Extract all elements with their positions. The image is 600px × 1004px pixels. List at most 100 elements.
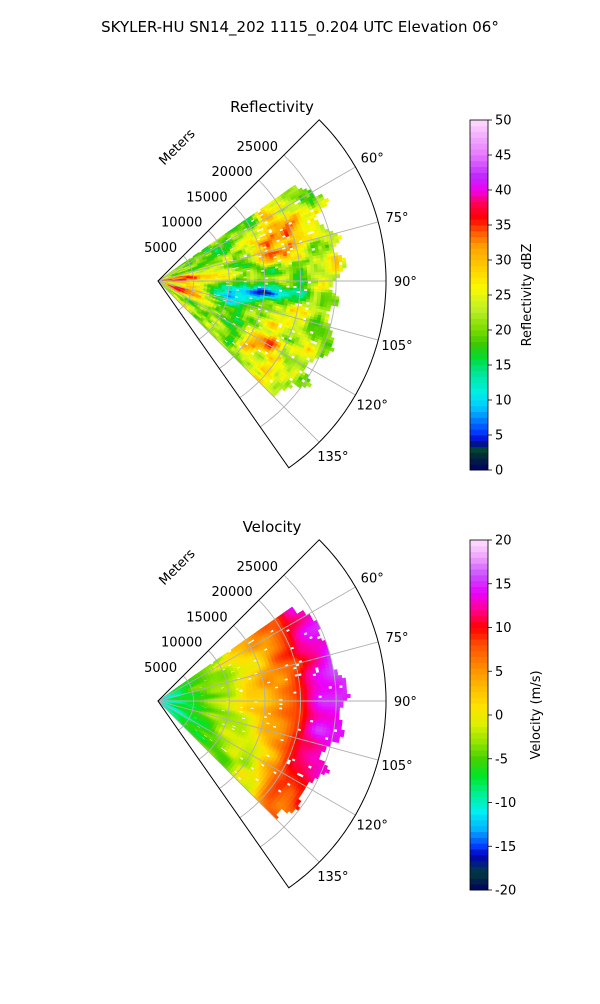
colorbar-segment xyxy=(470,878,488,884)
colorbar-segment xyxy=(470,803,488,809)
colorbar-segment xyxy=(470,254,488,260)
azimuth-tick-label: 120° xyxy=(357,819,388,834)
colorbar-segment xyxy=(470,394,488,400)
colorbar-segment xyxy=(470,248,488,254)
colorbar-segment xyxy=(470,820,488,826)
velocity-sector: 50001000015000200002500060°75°90°105°120… xyxy=(144,540,417,888)
colorbar-segment xyxy=(470,272,488,278)
colorbar-segment xyxy=(470,377,488,383)
colorbar-segment xyxy=(470,307,488,313)
reflectivity-title: Reflectivity xyxy=(230,98,314,116)
colorbar-segment xyxy=(470,208,488,214)
colorbar-segment xyxy=(470,762,488,768)
colorbar-segment xyxy=(470,773,488,779)
colorbar-segment xyxy=(470,418,488,424)
colorbar-segment xyxy=(470,260,488,266)
colorbar-tick-label: 10 xyxy=(495,621,512,636)
colorbar-tick-label: 25 xyxy=(495,289,512,304)
colorbar-segment xyxy=(470,686,488,692)
colorbar-segment xyxy=(470,703,488,709)
figure-suptitle: SKYLER-HU SN14_202 1115_0.204 UTC Elevat… xyxy=(101,18,499,37)
colorbar-segment xyxy=(470,604,488,610)
colorbar-segment xyxy=(470,563,488,569)
colorbar-segment xyxy=(470,779,488,785)
colorbar-segment xyxy=(470,365,488,371)
colorbar-segment xyxy=(470,668,488,674)
colorbar-segment xyxy=(470,692,488,698)
colorbar-segment xyxy=(470,738,488,744)
colorbar-segment xyxy=(470,231,488,237)
colorbar-segment xyxy=(470,458,488,464)
colorbar-segment xyxy=(470,173,488,179)
colorbar-segment xyxy=(470,651,488,657)
colorbar-segment xyxy=(470,301,488,307)
colorbar-segment xyxy=(470,190,488,196)
radial-tick-label: 20000 xyxy=(211,585,252,600)
azimuth-tick-label: 135° xyxy=(317,870,348,885)
colorbar-tick-label: 50 xyxy=(495,114,512,129)
colorbar-segment xyxy=(470,633,488,639)
colorbar-segment xyxy=(470,120,488,126)
colorbar-segment xyxy=(470,616,488,622)
azimuth-tick-label: 105° xyxy=(381,339,412,354)
colorbar-segment xyxy=(470,750,488,756)
colorbar-segment xyxy=(470,861,488,867)
colorbar-segment xyxy=(470,313,488,319)
colorbar-segment xyxy=(470,178,488,184)
colorbar-tick-label: 30 xyxy=(495,254,512,269)
colorbar-tick-label: 10 xyxy=(495,394,512,409)
colorbar-segment xyxy=(470,213,488,219)
colorbar-segment xyxy=(470,569,488,575)
azimuth-tick-label: 75° xyxy=(385,631,408,646)
colorbar-segment xyxy=(470,447,488,453)
colorbar-segment xyxy=(470,733,488,739)
colorbar-segment xyxy=(470,575,488,581)
colorbar-segment xyxy=(470,622,488,628)
colorbar-segment xyxy=(470,295,488,301)
colorbar-segment xyxy=(470,219,488,225)
colorbar-segment xyxy=(470,598,488,604)
radial-tick-label: 5000 xyxy=(144,241,177,256)
colorbar-segment xyxy=(470,540,488,546)
colorbar-segment xyxy=(470,826,488,832)
colorbar-segment xyxy=(470,138,488,144)
colorbar-segment xyxy=(470,353,488,359)
azimuth-tick-label: 75° xyxy=(385,211,408,226)
reflectivity-panel: Reflectivity Meters 50001000015000200002… xyxy=(144,98,535,479)
radial-tick-label: 20000 xyxy=(211,165,252,180)
colorbar-segment xyxy=(470,680,488,686)
reflectivity-radial-axis-label: Meters xyxy=(157,126,199,168)
velocity-title: Velocity xyxy=(243,518,302,536)
colorbar-tick-label: 20 xyxy=(495,534,512,549)
radial-tick-label: 25000 xyxy=(237,140,278,155)
colorbar-segment xyxy=(470,266,488,272)
azimuth-tick-label: 90° xyxy=(394,275,417,290)
colorbar-segment xyxy=(470,435,488,441)
colorbar-segment xyxy=(470,336,488,342)
colorbar-segment xyxy=(470,143,488,149)
velocity-radial-axis-label: Meters xyxy=(157,546,199,588)
colorbar-segment xyxy=(470,558,488,564)
colorbar-segment xyxy=(470,610,488,616)
colorbar-segment xyxy=(470,429,488,435)
colorbar-segment xyxy=(470,797,488,803)
colorbar-segment xyxy=(470,184,488,190)
colorbar-segment xyxy=(470,727,488,733)
colorbar-tick-label: 40 xyxy=(495,184,512,199)
colorbar-segment xyxy=(470,330,488,336)
colorbar-tick-label: 15 xyxy=(495,577,512,592)
colorbar-segment xyxy=(470,406,488,412)
colorbar-segment xyxy=(470,324,488,330)
colorbar-tick-label: -15 xyxy=(495,840,516,855)
colorbar-segment xyxy=(470,808,488,814)
colorbar-segment xyxy=(470,243,488,249)
radial-tick-label: 10000 xyxy=(161,636,202,651)
colorbar-segment xyxy=(470,359,488,365)
azimuth-tick-label: 120° xyxy=(357,399,388,414)
colorbar-segment xyxy=(470,721,488,727)
colorbar-segment xyxy=(470,768,488,774)
colorbar-segment xyxy=(470,441,488,447)
